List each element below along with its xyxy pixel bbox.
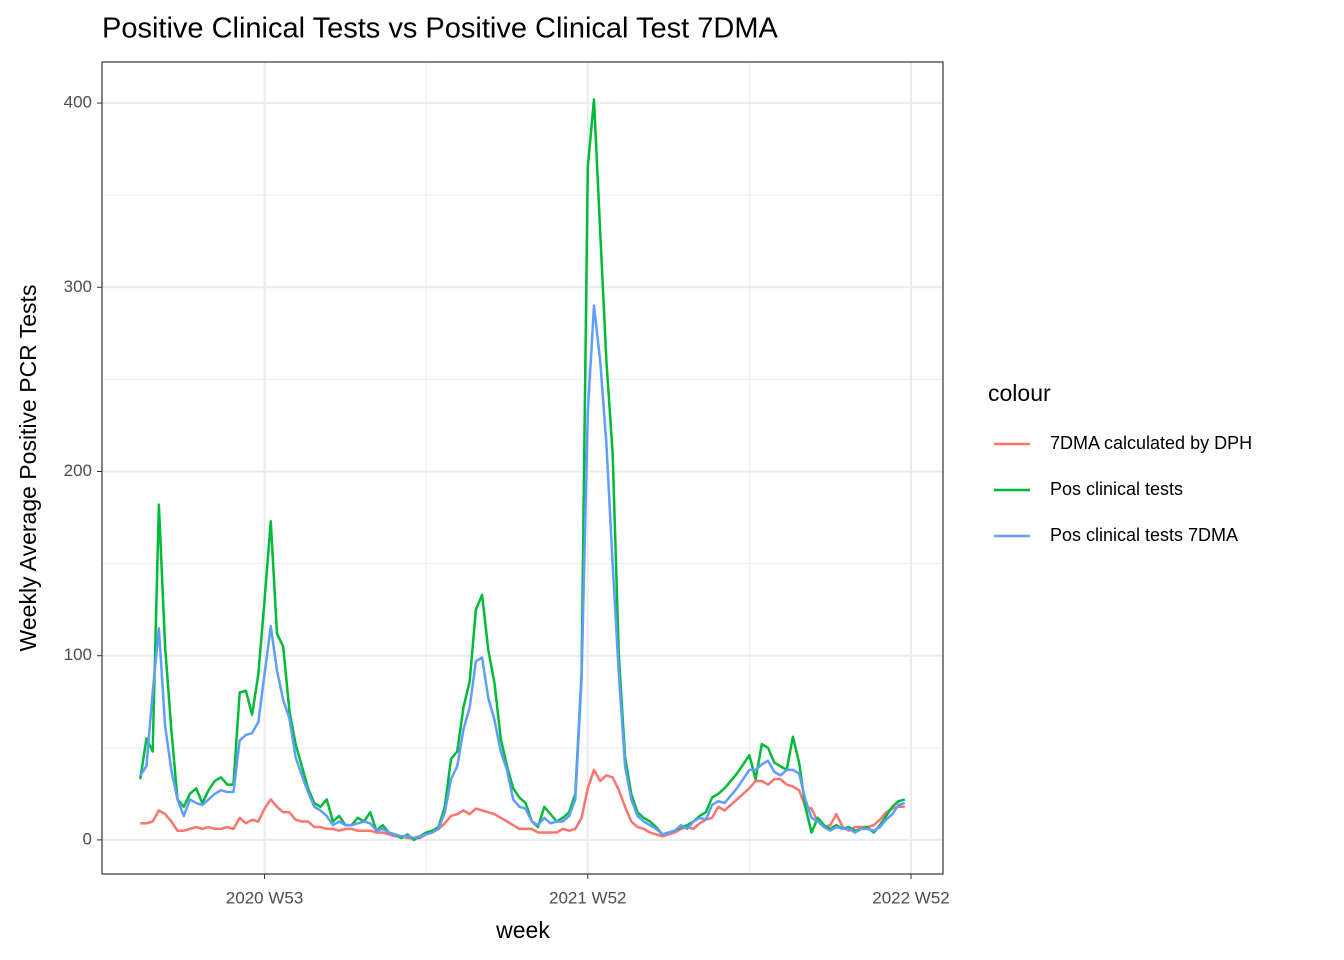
legend-label: Pos clinical tests xyxy=(1050,479,1183,499)
plot-border xyxy=(101,61,944,875)
series-line xyxy=(138,98,906,842)
legend-label: 7DMA calculated by DPH xyxy=(1050,433,1252,453)
y-tick-label: 300 xyxy=(64,277,92,296)
legend-title: colour xyxy=(988,380,1051,406)
legend-label: Pos clinical tests 7DMA xyxy=(1050,525,1238,545)
y-tick-label: 0 xyxy=(83,829,92,848)
y-tick-label: 200 xyxy=(64,461,92,480)
x-tick-label: 2021 W52 xyxy=(549,888,627,907)
series-line xyxy=(139,304,906,840)
x-tick-label: 2022 W52 xyxy=(872,888,950,907)
chart-title: Positive Clinical Tests vs Positive Clin… xyxy=(102,13,778,45)
x-tick-label: 2020 W53 xyxy=(226,888,304,907)
series-line xyxy=(140,768,905,840)
y-axis-label: Weekly Average Positive PCR Tests xyxy=(15,285,41,652)
y-tick-label: 100 xyxy=(64,645,92,664)
x-axis-label: week xyxy=(495,917,550,943)
y-tick-label: 400 xyxy=(64,93,92,112)
